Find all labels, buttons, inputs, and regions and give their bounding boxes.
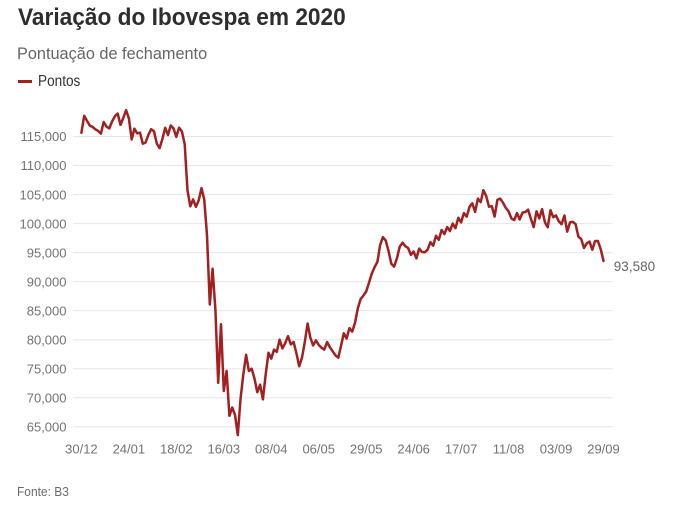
svg-text:30/12: 30/12 [65,442,98,457]
svg-text:65,000: 65,000 [27,420,67,435]
svg-text:75,000: 75,000 [27,361,67,376]
svg-text:80,000: 80,000 [27,332,67,347]
svg-text:16/03: 16/03 [208,442,241,457]
svg-text:100,000: 100,000 [20,216,67,231]
svg-text:08/04: 08/04 [255,442,288,457]
svg-text:93,580: 93,580 [614,259,655,274]
svg-text:110,000: 110,000 [20,158,66,173]
svg-text:85,000: 85,000 [27,303,67,318]
svg-text:29/09: 29/09 [587,442,620,457]
svg-text:11/08: 11/08 [493,442,525,457]
svg-text:90,000: 90,000 [27,274,67,289]
svg-text:24/01: 24/01 [113,442,146,457]
svg-text:95,000: 95,000 [27,245,67,260]
svg-text:17/07: 17/07 [445,442,478,457]
svg-text:29/05: 29/05 [350,442,383,457]
svg-text:06/05: 06/05 [302,442,335,457]
svg-text:115,000: 115,000 [20,129,66,144]
svg-text:105,000: 105,000 [20,187,67,202]
svg-text:03/09: 03/09 [540,442,573,457]
svg-text:24/06: 24/06 [397,442,430,457]
svg-text:70,000: 70,000 [27,390,67,405]
svg-text:18/02: 18/02 [160,442,193,457]
